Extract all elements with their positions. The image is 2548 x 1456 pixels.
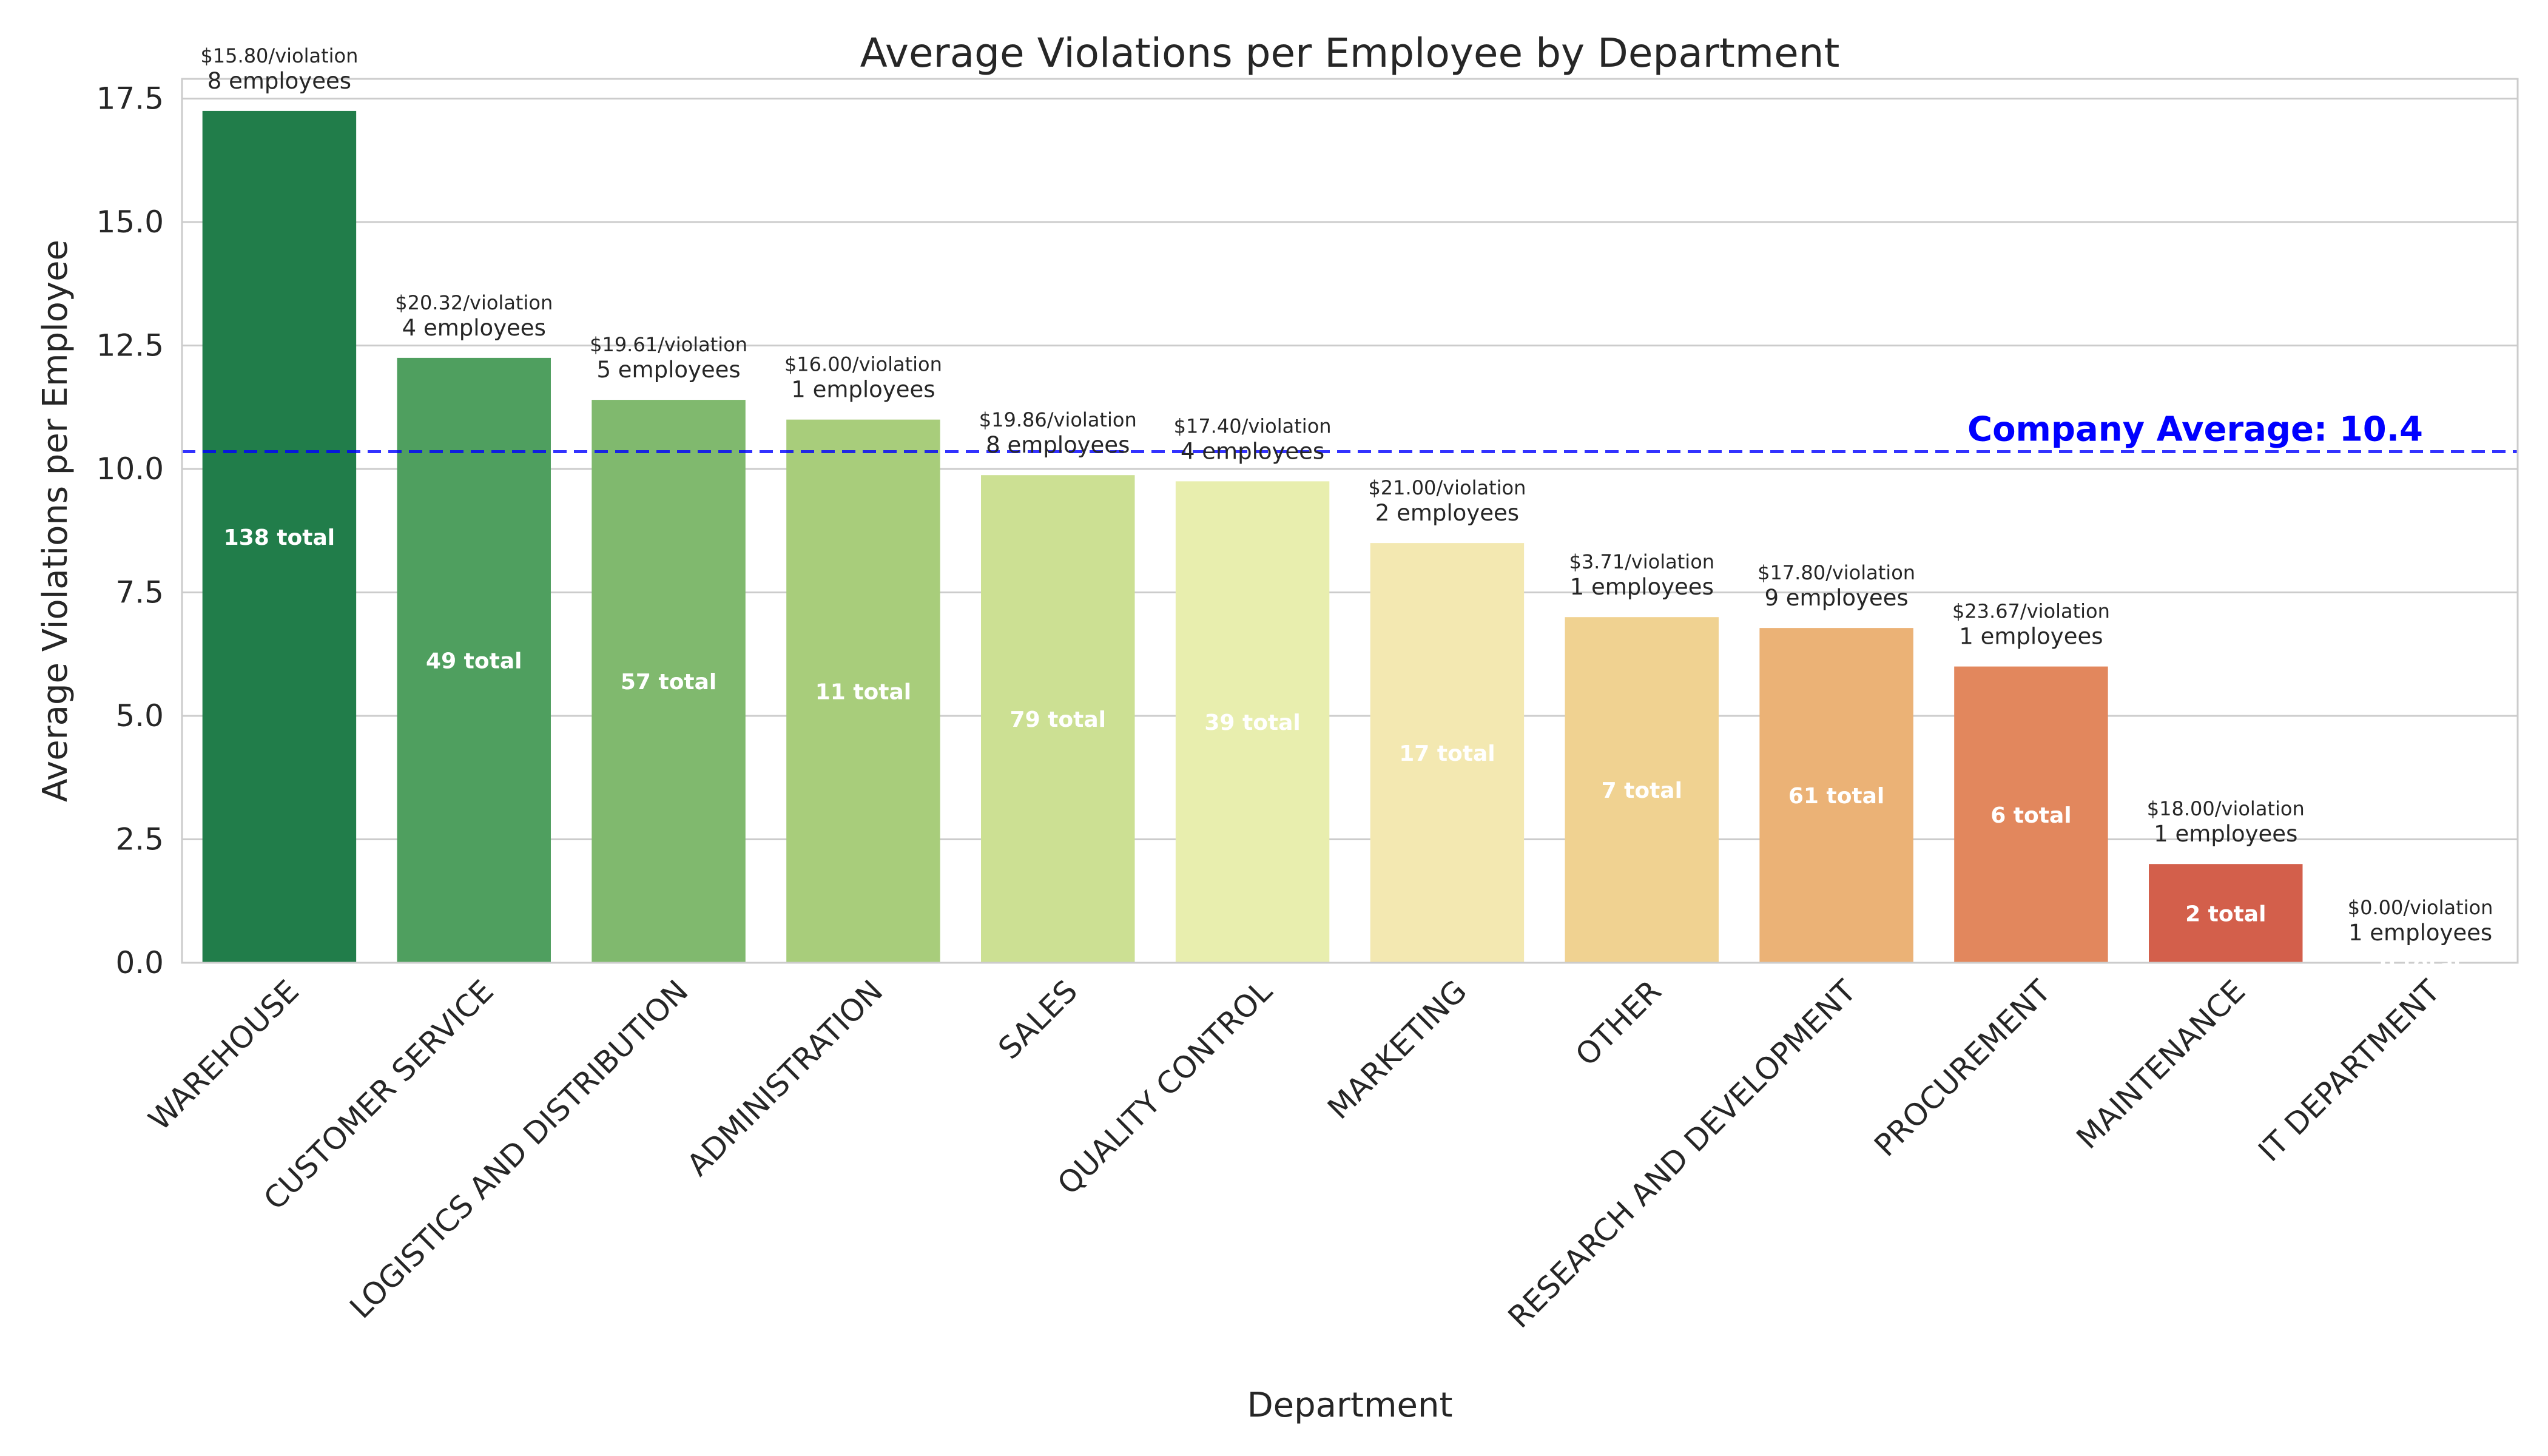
total-label: 11 total bbox=[815, 679, 911, 704]
total-label: 17 total bbox=[1399, 741, 1495, 766]
bar bbox=[2149, 864, 2303, 963]
y-axis-title: Average Violations per Employee bbox=[36, 240, 75, 802]
employee-count-label: 9 employees bbox=[1764, 585, 1908, 611]
price-label: $18.00/violation bbox=[2147, 797, 2305, 820]
price-label: $17.40/violation bbox=[1174, 414, 1332, 437]
total-label: 61 total bbox=[1788, 784, 1884, 809]
price-label: $3.71/violation bbox=[1569, 550, 1714, 573]
total-label: 39 total bbox=[1204, 710, 1300, 735]
total-label: 49 total bbox=[426, 649, 522, 673]
price-label: $19.61/violation bbox=[590, 333, 747, 356]
bar bbox=[1175, 481, 1330, 963]
price-label: $20.32/violation bbox=[395, 291, 553, 314]
employee-count-label: 4 employees bbox=[402, 315, 546, 341]
employee-count-label: 1 employees bbox=[791, 377, 935, 403]
y-tick-label: 2.5 bbox=[115, 822, 164, 857]
total-label: 0 total bbox=[2380, 951, 2461, 976]
reference-line-group: Company Average: 10.4 bbox=[182, 410, 2518, 454]
price-label: $23.67/violation bbox=[1952, 600, 2110, 623]
plot-frame bbox=[181, 78, 2519, 964]
bar bbox=[1759, 628, 1913, 963]
y-tick-label: 12.5 bbox=[96, 328, 164, 363]
price-label: $16.00/violation bbox=[784, 353, 942, 376]
y-tick-label: 7.5 bbox=[115, 575, 164, 610]
bars bbox=[202, 110, 2303, 963]
bar bbox=[397, 357, 551, 963]
employee-count-label: 1 employees bbox=[1570, 574, 1714, 600]
bar bbox=[202, 110, 357, 963]
price-label: $21.00/violation bbox=[1368, 476, 1526, 499]
bar bbox=[592, 400, 746, 963]
employee-count-label: 8 employees bbox=[207, 68, 351, 94]
employee-count-label: 2 employees bbox=[1375, 500, 1519, 526]
total-label: 7 total bbox=[1602, 778, 1682, 803]
bar bbox=[1954, 666, 2108, 963]
total-label: 6 total bbox=[1990, 803, 2071, 828]
bar bbox=[1370, 543, 1525, 963]
price-label: $19.86/violation bbox=[979, 408, 1137, 431]
total-label: 79 total bbox=[1010, 707, 1106, 732]
y-tick-label: 17.5 bbox=[96, 81, 164, 116]
company-average-label: Company Average: 10.4 bbox=[1967, 410, 2423, 450]
bar bbox=[981, 475, 1135, 963]
employee-count-label: 5 employees bbox=[596, 357, 740, 383]
y-tick-label: 5.0 bbox=[115, 698, 164, 733]
y-tick-label: 15.0 bbox=[96, 204, 164, 240]
employee-count-label: 4 employees bbox=[1181, 438, 1324, 464]
total-label: 2 total bbox=[2185, 902, 2266, 927]
price-label: $17.80/violation bbox=[1758, 561, 1915, 584]
total-label: 138 total bbox=[224, 525, 335, 550]
employee-count-label: 1 employees bbox=[2348, 920, 2492, 946]
y-tick-label: 0.0 bbox=[115, 945, 164, 980]
employee-count-label: 8 employees bbox=[986, 432, 1130, 458]
x-axis-title: Department bbox=[1247, 1386, 1453, 1425]
total-label: 57 total bbox=[621, 670, 716, 695]
bar bbox=[1565, 617, 1719, 963]
bar bbox=[786, 419, 940, 963]
employee-count-label: 1 employees bbox=[1959, 624, 2103, 650]
price-label: $15.80/violation bbox=[200, 44, 358, 67]
y-axis-ticks: 0.0 2.5 5.0 7.5 10.0 12.5 15.0 17.5 bbox=[96, 81, 164, 980]
y-tick-label: 10.0 bbox=[96, 451, 164, 487]
chart-title: Average Violations per Employee by Depar… bbox=[860, 30, 1840, 76]
price-label: $0.00/violation bbox=[2348, 896, 2493, 919]
employee-count-label: 1 employees bbox=[2154, 821, 2297, 847]
